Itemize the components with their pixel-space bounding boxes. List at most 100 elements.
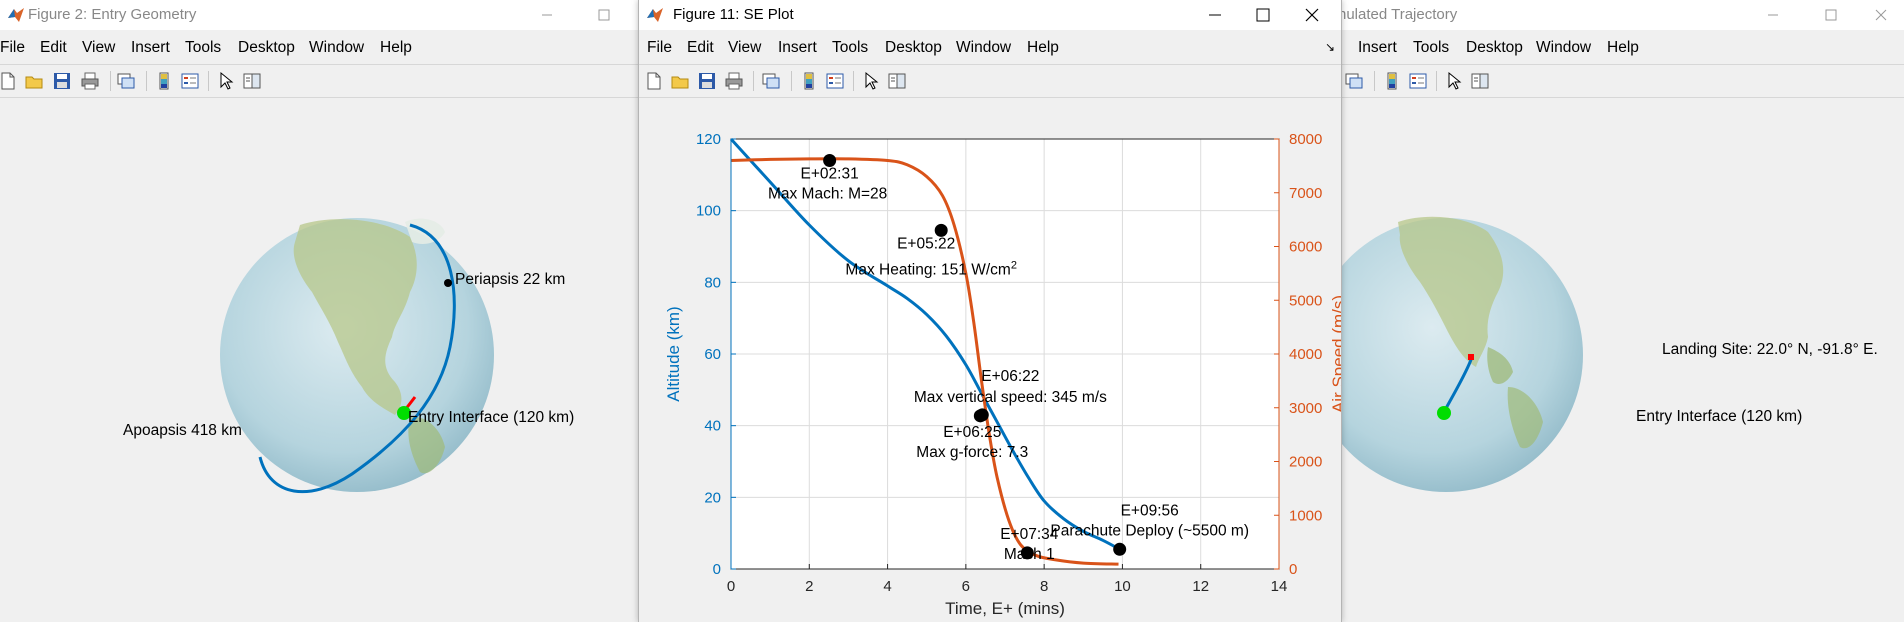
landing-site-marker [1468,354,1474,360]
open-file-icon[interactable] [670,71,690,91]
y-left-tick-label: 120 [696,131,721,148]
close-button[interactable] [1289,0,1335,30]
menu-tools[interactable]: Tools [832,39,869,56]
pointer-icon[interactable] [861,71,881,91]
menu-edit[interactable]: Edit [40,39,67,56]
menu-bar: Insert Tools Desktop Window Help [1338,36,1904,62]
y-right-tick-label: 8000 [1289,131,1322,148]
window-title: Figure 11: SE Plot [673,6,794,23]
entry-interface-marker [1437,406,1451,420]
legend-icon[interactable] [1408,71,1428,91]
y-left-tick-label: 80 [704,274,721,291]
menu-help[interactable]: Help [380,39,412,56]
entry-interface-label: Entry Interface (120 km) [408,409,575,426]
menu-file[interactable]: File [0,39,25,56]
property-editor-icon[interactable] [887,71,907,91]
matlab-logo-icon [8,8,24,22]
event-marker [1020,546,1034,560]
north-america-landmass [1398,216,1504,367]
globe-axes [1338,216,1583,492]
menu-edit[interactable]: Edit [687,39,714,56]
y-left-tick-label: 20 [704,489,721,506]
event-time-label: E+09:56 [1121,502,1179,519]
menu-window[interactable]: Window [1536,39,1592,56]
figure-window-simulated-trajectory[interactable]: nulated Trajectory Insert Tools Desktop … [1338,0,1904,622]
menu-insert[interactable]: Insert [131,39,170,56]
minimize-button[interactable] [1192,0,1238,30]
maximize-icon [1825,9,1837,21]
maximize-button[interactable] [1808,0,1854,30]
minimize-button[interactable] [524,0,570,30]
minimize-button[interactable] [1750,0,1796,30]
menu-window[interactable]: Window [956,39,1012,56]
series-layer [729,137,1121,566]
colorbar-icon[interactable] [154,71,174,91]
legend-icon[interactable] [180,71,200,91]
event-marker [823,154,837,167]
close-button[interactable] [1858,0,1904,30]
event-description-label: Max vertical speed: 345 m/s [914,389,1107,406]
link-plot-icon[interactable] [116,71,136,91]
window-title: nulated Trajectory [1338,6,1458,23]
legend-icon[interactable] [825,71,845,91]
colorbar-icon[interactable] [1382,71,1402,91]
print-icon[interactable] [724,71,744,91]
y-right-tick-label: 7000 [1289,185,1322,202]
menu-file[interactable]: File [647,39,672,56]
menu-desktop[interactable]: Desktop [238,39,295,56]
x-tick-label: 10 [1114,578,1131,595]
maximize-button[interactable] [581,0,627,30]
figure-window-se-plot[interactable]: Figure 11: SE Plot File Edit View Insert… [638,0,1342,622]
menu-insert[interactable]: Insert [778,39,817,56]
save-icon[interactable] [52,71,72,91]
link-plot-icon[interactable] [761,71,781,91]
menu-tools[interactable]: Tools [185,39,222,56]
north-america-landmass [293,219,417,415]
property-editor-icon[interactable] [1470,71,1490,91]
open-file-icon[interactable] [24,71,44,91]
link-plot-icon[interactable] [1344,71,1364,91]
maximize-button[interactable] [1240,0,1286,30]
pointer-icon[interactable] [1444,71,1464,91]
event-time-label: E+05:22 [897,235,955,252]
property-editor-icon[interactable] [242,71,262,91]
figure-window-entry-geometry[interactable]: Figure 2: Entry Geometry File Edit View … [0,0,640,622]
new-figure-icon[interactable] [0,71,18,91]
menu-bar: File Edit View Insert Tools Desktop Wind… [639,36,1341,62]
new-figure-icon[interactable] [644,71,664,91]
minimize-icon [542,14,552,16]
y-right-tick-label: 6000 [1289,239,1322,256]
maximize-icon [598,9,610,21]
menu-view[interactable]: View [728,39,762,56]
menu-view[interactable]: View [82,39,116,56]
event-time-label: E+06:22 [981,368,1039,385]
x-axis-label: Time, E+ (mins) [945,599,1065,618]
title-bar[interactable]: nulated Trajectory [1338,0,1904,30]
event-marker [975,408,989,422]
menu-help[interactable]: Help [1607,39,1639,56]
title-bar[interactable]: Figure 11: SE Plot [639,0,1341,30]
event-marker [934,223,948,237]
event-layer: E+02:31 Max Mach: M=28 E+05:22 Max Heating:… [768,154,1249,563]
colorbar-icon[interactable] [799,71,819,91]
se-plot-chart[interactable]: 0 2 4 6 8 10 12 1402040608010012001000200030004… [639,97,1341,622]
matlab-logo-icon [647,8,663,22]
print-icon[interactable] [80,71,100,91]
y-right-tick-label: 3000 [1289,400,1322,417]
menu-insert[interactable]: Insert [1358,39,1397,56]
y-right-tick-label: 5000 [1289,292,1322,309]
event-description-label: Max Mach: M=28 [768,186,887,203]
figure-toolbar [639,64,1341,98]
save-icon[interactable] [697,71,717,91]
superscript: 2 [1011,259,1017,271]
menu-desktop[interactable]: Desktop [1466,39,1523,56]
dock-figure-button[interactable]: ↘ [1325,40,1336,54]
menu-desktop[interactable]: Desktop [885,39,942,56]
title-bar[interactable]: Figure 2: Entry Geometry [0,0,640,30]
pointer-icon[interactable] [216,71,236,91]
menu-help[interactable]: Help [1027,39,1059,56]
globe-axes [220,218,494,494]
x-tick-label: 6 [962,578,970,595]
menu-window[interactable]: Window [309,39,365,56]
menu-tools[interactable]: Tools [1413,39,1450,56]
